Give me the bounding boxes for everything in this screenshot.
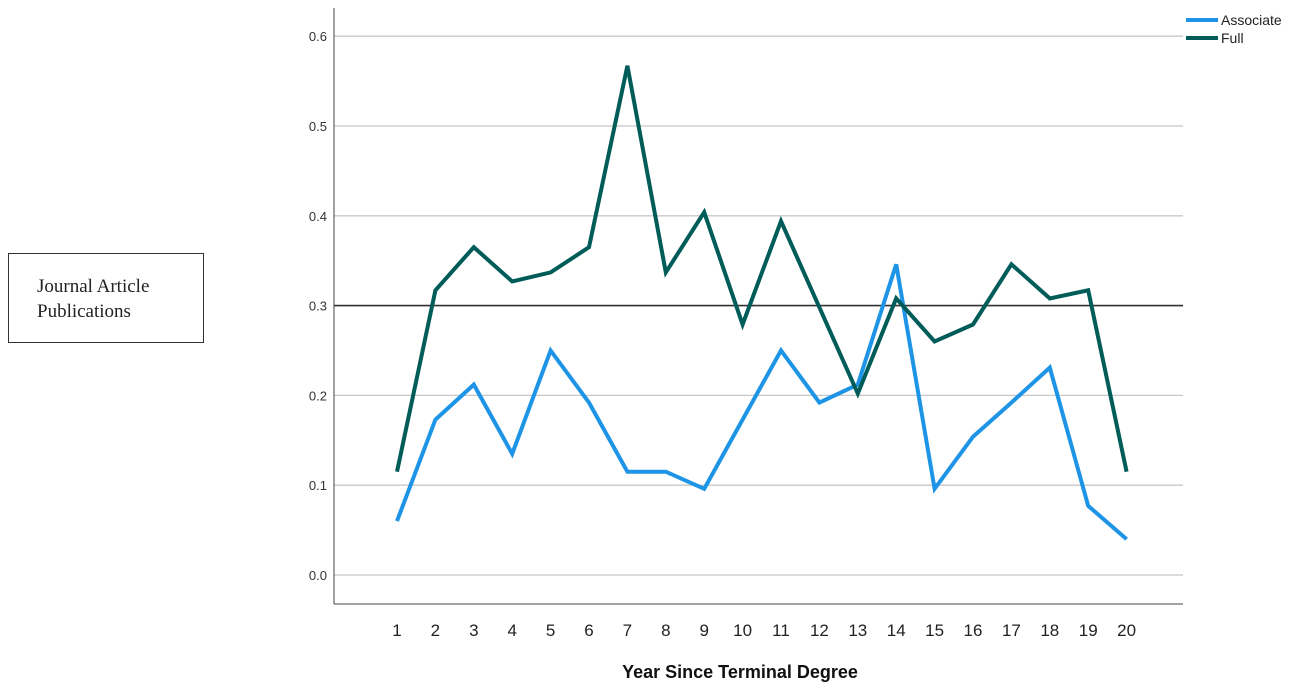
y-tick-label: 0.6 — [309, 29, 327, 44]
x-axis-label: Year Since Terminal Degree — [622, 662, 858, 682]
series-line-associate — [395, 263, 1128, 541]
x-tick-label: 4 — [507, 621, 516, 640]
series-line-full — [395, 65, 1129, 473]
y-tick-labels: 0.0 0.1 0.2 0.3 0.4 0.5 0.6 — [309, 29, 327, 583]
x-tick-label: 7 — [623, 621, 632, 640]
y-tick-label: 0.0 — [309, 568, 327, 583]
x-tick-label: 10 — [733, 621, 752, 640]
x-tick-label: 8 — [661, 621, 670, 640]
y-axis-label: Journal Article Publications — [8, 253, 204, 343]
x-tick-label: 1 — [392, 621, 401, 640]
legend-label-associate: Associate — [1221, 12, 1282, 28]
x-tick-label: 17 — [1002, 621, 1021, 640]
x-tick-label: 5 — [546, 621, 555, 640]
x-tick-label: 3 — [469, 621, 478, 640]
x-tick-label: 19 — [1079, 621, 1098, 640]
legend: Associate Full — [1186, 12, 1282, 46]
x-tick-label: 6 — [584, 621, 593, 640]
x-tick-label: 11 — [772, 621, 790, 640]
y-tick-label: 0.3 — [309, 299, 327, 314]
x-tick-label: 12 — [810, 621, 829, 640]
x-tick-label: 16 — [964, 621, 983, 640]
series-lines — [395, 65, 1129, 541]
axes — [333, 8, 1183, 605]
legend-label-full: Full — [1221, 30, 1244, 46]
y-tick-label: 0.4 — [309, 209, 327, 224]
x-tick-label: 13 — [848, 621, 867, 640]
y-tick-label: 0.2 — [309, 388, 327, 403]
x-tick-label: 15 — [925, 621, 944, 640]
x-tick-label: 9 — [699, 621, 708, 640]
x-tick-label: 2 — [431, 621, 440, 640]
x-tick-label: 20 — [1117, 621, 1136, 640]
x-tick-label: 18 — [1040, 621, 1059, 640]
y-tick-label: 0.5 — [309, 119, 327, 134]
y-tick-label: 0.1 — [309, 478, 327, 493]
x-tick-label: 14 — [887, 621, 906, 640]
x-tick-labels: 1 2 3 4 5 6 7 8 9 10 11 12 13 14 15 16 17 18 19 20 — [392, 621, 1136, 640]
